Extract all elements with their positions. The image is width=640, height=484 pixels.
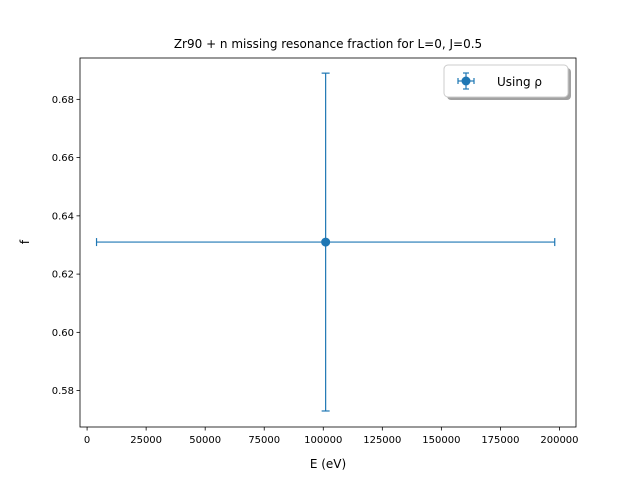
x-tick-label: 0 — [84, 435, 90, 446]
x-tick-label: 200000 — [540, 435, 578, 446]
y-tick-label: 0.66 — [52, 153, 74, 164]
x-tick-label: 25000 — [130, 435, 162, 446]
y-axis-label: f — [18, 239, 32, 244]
plot-frame — [79, 57, 577, 428]
y-tick-label: 0.58 — [52, 386, 74, 397]
x-axis: 0 25000 50000 75000 100000 125000 150000 175000… — [84, 427, 579, 446]
x-tick-label: 50000 — [189, 435, 221, 446]
x-tick-label: 175000 — [481, 435, 519, 446]
data-point — [321, 237, 331, 247]
chart-title: Zr90 + n missing resonance fraction for … — [174, 37, 482, 51]
y-tick-label: 0.60 — [52, 328, 74, 339]
legend-box — [443, 64, 569, 98]
legend-entry-label: Using ρ — [497, 75, 542, 89]
legend-marker — [457, 72, 475, 90]
x-axis-label: E (eV) — [310, 457, 346, 471]
x-tick-label: 75000 — [248, 435, 280, 446]
y-tick-label: 0.68 — [52, 95, 74, 106]
legend-point — [461, 76, 471, 86]
y-tick-label: 0.62 — [52, 270, 74, 281]
x-tick-label: 150000 — [422, 435, 460, 446]
x-tick-label: 125000 — [363, 435, 401, 446]
legend: Using ρ — [443, 64, 571, 100]
series-layer — [95, 72, 556, 412]
x-tick-label: 100000 — [304, 435, 342, 446]
y-axis: 0.58 0.60 0.62 0.64 0.66 0.68 — [52, 95, 80, 397]
y-tick-label: 0.64 — [52, 211, 74, 222]
